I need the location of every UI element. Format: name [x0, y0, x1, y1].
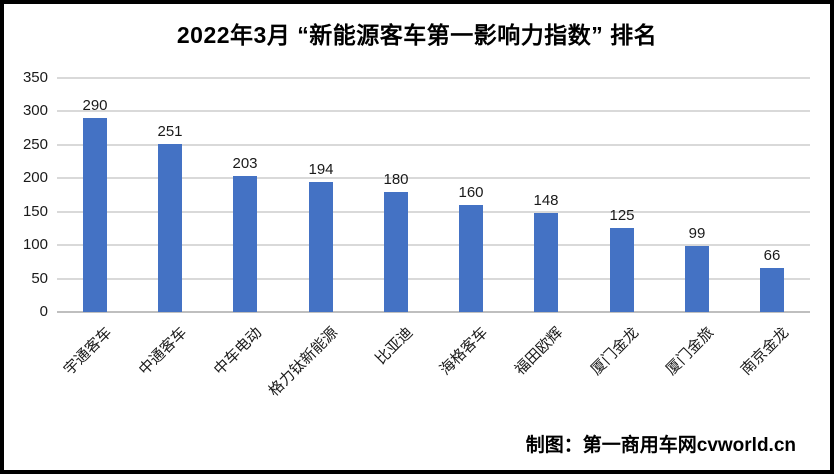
- x-axis-category-label: 中通客车: [135, 324, 191, 379]
- y-axis-tick-label: 200: [22, 169, 48, 186]
- x-axis-category-label: 厦门金龙: [587, 324, 643, 379]
- y-axis-tick-label: 300: [22, 102, 48, 119]
- bar: [83, 118, 107, 312]
- bar: [685, 246, 709, 312]
- bar: [610, 228, 634, 312]
- x-axis-category-label: 宇通客车: [60, 324, 116, 379]
- gridline: [57, 177, 810, 179]
- x-axis-category-label: 厦门金旅: [662, 324, 718, 379]
- bar: [309, 182, 333, 312]
- gridline: [57, 244, 810, 246]
- bar-value-label: 194: [308, 161, 334, 178]
- bar-value-label: 148: [533, 192, 559, 209]
- gridline: [57, 77, 810, 79]
- gridline: [57, 110, 810, 112]
- x-axis-category-label: 福田欧辉: [511, 324, 567, 379]
- y-axis-tick-label: 0: [39, 303, 48, 320]
- bar: [459, 205, 483, 312]
- bar: [158, 144, 182, 312]
- chart-title: 2022年3月 “新能源客车第一影响力指数” 排名: [176, 22, 658, 48]
- plot-area: 290 251 203 194 180 160 148 125 99 66: [57, 77, 810, 313]
- y-axis-tick-label: 350: [22, 69, 48, 86]
- bar-value-label: 290: [82, 97, 108, 114]
- x-axis-line: [57, 311, 810, 313]
- x-axis-category-label: 格力钛新能源: [265, 324, 342, 400]
- bar-value-label: 125: [609, 207, 635, 224]
- y-axis-tick-label: 100: [22, 236, 48, 253]
- bar-value-label: 203: [232, 155, 258, 172]
- bar-value-label: 180: [383, 171, 409, 188]
- gridline: [57, 144, 810, 146]
- y-axis-tick-label: 150: [22, 203, 48, 220]
- y-axis-tick-label: 50: [31, 270, 48, 287]
- bar: [233, 176, 257, 312]
- x-axis-category-label: 中车电动: [210, 324, 266, 379]
- gridline: [57, 211, 810, 213]
- y-axis: 0 50 100 150 200 250 300 350: [0, 69, 50, 320]
- bar: [760, 268, 784, 312]
- bar-value-label: 99: [688, 225, 706, 242]
- bar-value-label: 66: [763, 247, 781, 264]
- bar: [384, 192, 408, 312]
- bar: [534, 213, 558, 312]
- x-axis-category-label: 海格客车: [436, 324, 492, 379]
- x-axis-category-label: 比亚迪: [372, 324, 417, 368]
- y-axis-tick-label: 250: [22, 136, 48, 153]
- bar-value-label: 251: [157, 123, 183, 140]
- credit-text: 制图：第一商用车网cvworld.cn: [525, 435, 796, 456]
- gridline: [57, 278, 810, 280]
- x-axis-labels: 宇通客车 中通客车 中车电动 格力钛新能源 比亚迪 海格客车 福田欧辉 厦门金龙 厦门金旅 南京金…: [57, 318, 810, 438]
- x-axis-category-label: 南京金龙: [737, 324, 793, 379]
- bar-value-label: 160: [458, 184, 484, 201]
